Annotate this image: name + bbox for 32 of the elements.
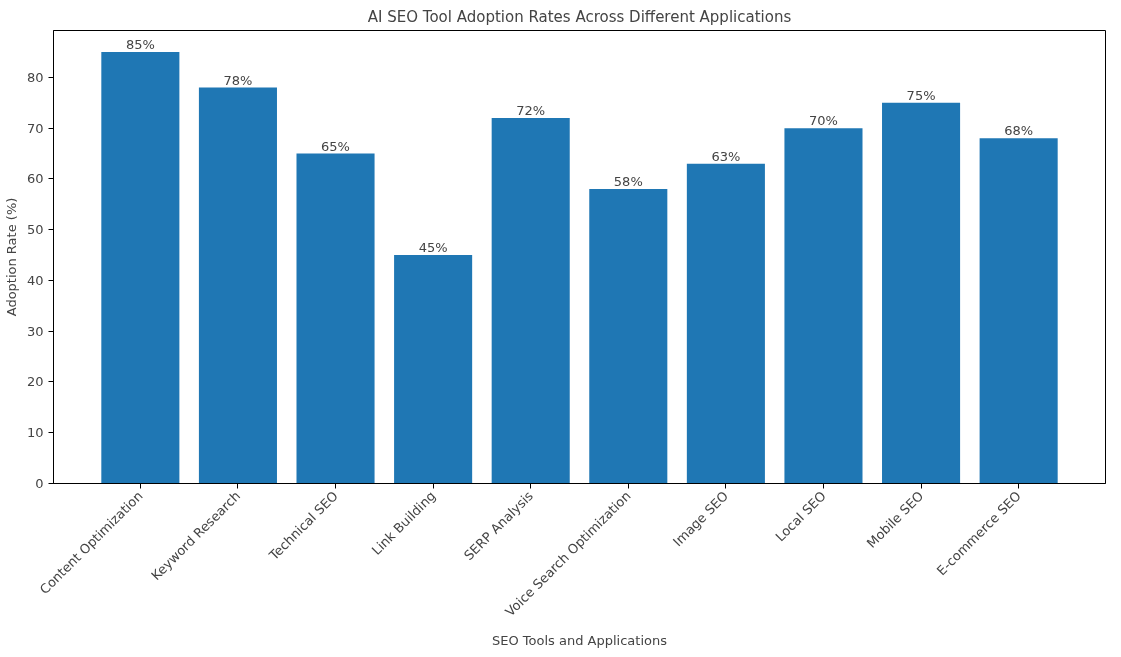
y-tick-label: 80 <box>26 69 44 85</box>
bar <box>686 163 765 484</box>
bar <box>491 118 570 484</box>
y-tick-label: 0 <box>35 476 44 491</box>
data-label: 45% <box>418 240 448 256</box>
x-axis-title: SEO Tools and Applications <box>492 632 668 648</box>
y-tick-label: 50 <box>26 222 44 238</box>
y-axis-title: Adoption Rate (%) <box>3 197 19 317</box>
y-tick-label: 30 <box>26 323 44 339</box>
data-label: 85% <box>125 37 155 53</box>
data-label: 58% <box>613 174 643 190</box>
data-label: 63% <box>711 148 741 164</box>
bar <box>589 189 668 484</box>
bar <box>394 255 473 484</box>
data-label: 70% <box>809 113 838 129</box>
bar <box>784 128 863 484</box>
y-tick-label: 20 <box>26 374 44 390</box>
data-label: 72% <box>516 103 546 119</box>
bar <box>296 153 375 484</box>
bar <box>882 102 961 484</box>
data-label: 65% <box>321 138 350 154</box>
data-label: 75% <box>906 87 936 103</box>
y-tick-label: 10 <box>26 425 44 441</box>
y-tick-label: 70 <box>26 120 44 136</box>
bar <box>101 52 180 484</box>
y-tick-label: 60 <box>26 171 44 187</box>
data-label: 68% <box>1004 123 1034 139</box>
bar <box>198 87 277 484</box>
data-label: 78% <box>223 72 253 88</box>
y-tick-label: 40 <box>26 272 44 288</box>
chart-title: AI SEO Tool Adoption Rates Across Different Applications <box>367 7 792 26</box>
bar <box>979 138 1058 484</box>
